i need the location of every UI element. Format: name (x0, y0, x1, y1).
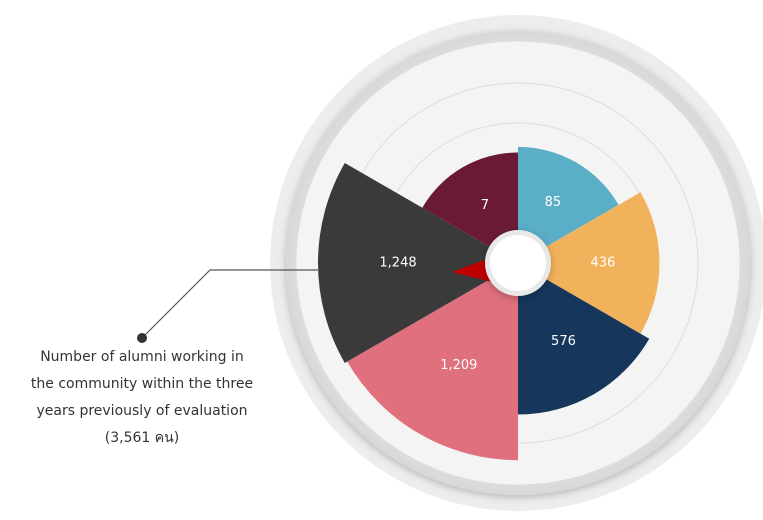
wedge (347, 263, 518, 461)
wedges: 85 436 576 1,209 1,248 7 (318, 146, 660, 461)
annotation-line: the community within the three (31, 376, 253, 392)
pointer (452, 258, 492, 282)
value-label: 85 (545, 195, 562, 210)
value-label: 1,248 (379, 256, 416, 271)
wedge (318, 163, 518, 363)
value-label: 7 (481, 198, 489, 213)
annotation-line: Number of alumni working in (40, 349, 244, 365)
leader-dot (137, 333, 147, 343)
annotation-line: (3,561 คน) (105, 430, 179, 446)
value-label: 576 (551, 334, 576, 349)
value-label: 436 (590, 256, 615, 271)
wedge (518, 263, 650, 415)
hub (490, 235, 546, 291)
leader-line (141, 269, 318, 339)
wedge (422, 152, 518, 263)
wedge (518, 146, 619, 263)
wedge (518, 192, 660, 334)
annotation-line: years previously of evaluation (36, 403, 247, 419)
annotation: Number of alumni working in the community… (31, 349, 253, 446)
value-label: 1,209 (440, 358, 477, 373)
